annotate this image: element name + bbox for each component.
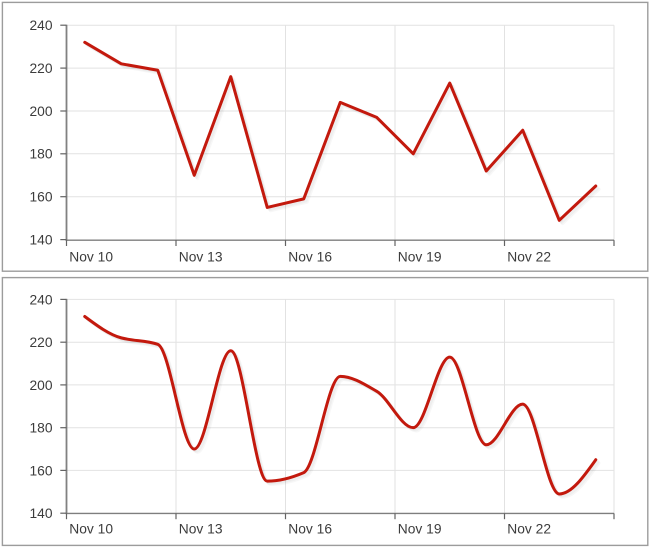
svg-text:Nov 22: Nov 22 bbox=[507, 521, 551, 536]
svg-text:240: 240 bbox=[29, 292, 52, 307]
svg-text:200: 200 bbox=[29, 378, 52, 393]
svg-text:Nov 19: Nov 19 bbox=[398, 521, 442, 536]
svg-text:Nov 16: Nov 16 bbox=[288, 521, 332, 536]
svg-text:Nov 16: Nov 16 bbox=[288, 250, 332, 265]
svg-text:220: 220 bbox=[29, 61, 52, 76]
svg-text:180: 180 bbox=[29, 147, 52, 162]
svg-text:160: 160 bbox=[29, 463, 52, 478]
svg-text:140: 140 bbox=[29, 506, 52, 521]
svg-text:140: 140 bbox=[29, 233, 52, 248]
svg-text:Nov 13: Nov 13 bbox=[179, 250, 223, 265]
svg-text:240: 240 bbox=[29, 18, 52, 33]
svg-text:220: 220 bbox=[29, 335, 52, 350]
svg-text:Nov 19: Nov 19 bbox=[398, 250, 442, 265]
svg-text:Nov 10: Nov 10 bbox=[69, 521, 113, 536]
svg-text:Nov 13: Nov 13 bbox=[179, 521, 223, 536]
svg-text:160: 160 bbox=[29, 190, 52, 205]
svg-text:Nov 10: Nov 10 bbox=[69, 250, 113, 265]
svg-text:Nov 22: Nov 22 bbox=[507, 250, 551, 265]
svg-text:180: 180 bbox=[29, 421, 52, 436]
svg-text:200: 200 bbox=[29, 104, 52, 119]
